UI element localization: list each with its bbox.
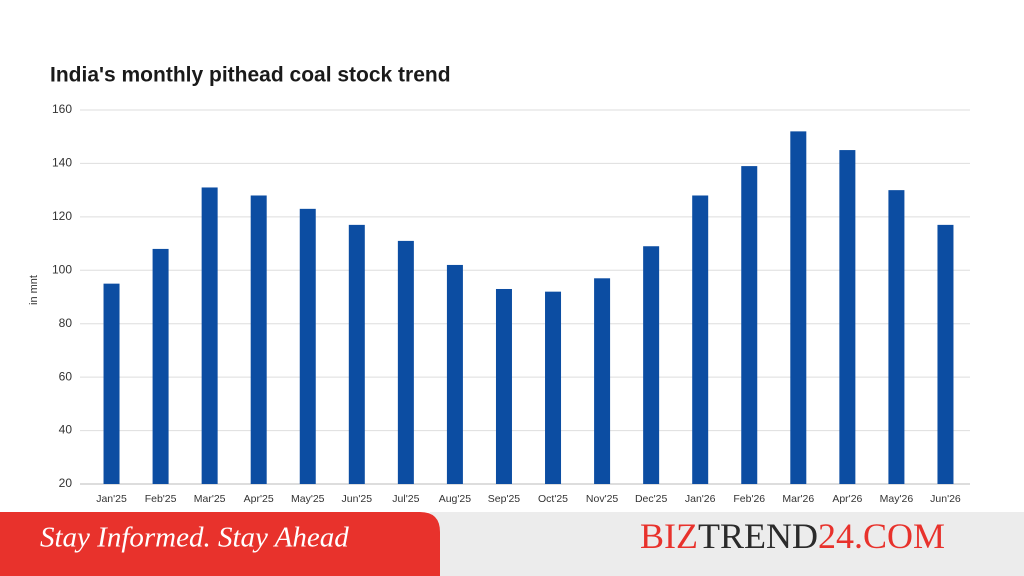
x-tick-label: Sep'25 (488, 493, 521, 505)
chart-title: India's monthly pithead coal stock trend (50, 64, 451, 87)
brand: BIZTREND24.COM (640, 516, 945, 556)
x-tick-label: Nov'25 (586, 493, 619, 505)
y-tick-label: 20 (59, 476, 73, 490)
brand-part: TREND (698, 516, 818, 556)
bar (643, 246, 660, 484)
x-tick-label: Oct'25 (538, 493, 568, 505)
x-tick-label: Feb'25 (145, 493, 177, 505)
bar (152, 248, 169, 484)
x-tick-label: Jan'25 (96, 493, 127, 505)
brand-part: 24.COM (818, 516, 945, 556)
bar (594, 278, 611, 484)
bar (545, 291, 562, 484)
bar (839, 150, 856, 485)
footer-bg (430, 512, 1024, 576)
x-tick-label: Jun'25 (341, 493, 372, 505)
y-tick-label: 80 (59, 316, 73, 330)
x-tick-label: Mar'25 (194, 493, 226, 505)
y-tick-label: 60 (59, 369, 73, 383)
tagline: Stay Informed. Stay Ahead (40, 522, 349, 554)
y-tick-label: 120 (52, 209, 72, 223)
x-tick-label: Apr'26 (832, 493, 862, 505)
bar (446, 264, 463, 484)
y-tick-label: 40 (59, 423, 73, 437)
y-tick-label: 160 (52, 102, 72, 116)
bar (250, 195, 267, 484)
x-tick-label: May'26 (880, 493, 914, 505)
y-tick-label: 100 (52, 262, 72, 276)
bar (397, 240, 414, 484)
x-tick-label: Jul'25 (392, 493, 419, 505)
bar (741, 166, 758, 484)
x-tick-label: Mar'26 (782, 493, 814, 505)
x-tick-label: Aug'25 (439, 493, 472, 505)
brand-part: BIZ (640, 516, 698, 556)
bar (201, 187, 218, 484)
y-axis-label: in mnt (28, 275, 40, 305)
plot: 20 40 60 80 100 120 140 160 Jan'25 Feb'25 Mar'25 Ap… (52, 102, 970, 505)
bar (937, 224, 954, 484)
bar (348, 224, 365, 484)
x-tick-label: Feb'26 (733, 493, 765, 505)
y-tick-label: 140 (52, 156, 72, 170)
x-tick-label: Apr'25 (244, 493, 274, 505)
bar (495, 288, 512, 484)
x-tick-label: May'25 (291, 493, 325, 505)
bar (790, 131, 807, 484)
bar (299, 208, 316, 485)
x-tick-label: Dec'25 (635, 493, 668, 505)
bar (103, 283, 120, 484)
x-tick-label: Jan'26 (685, 493, 716, 505)
bar (692, 195, 709, 484)
bar (888, 190, 905, 484)
x-tick-label: Jun'26 (930, 493, 961, 505)
tagline-banner (0, 512, 440, 576)
